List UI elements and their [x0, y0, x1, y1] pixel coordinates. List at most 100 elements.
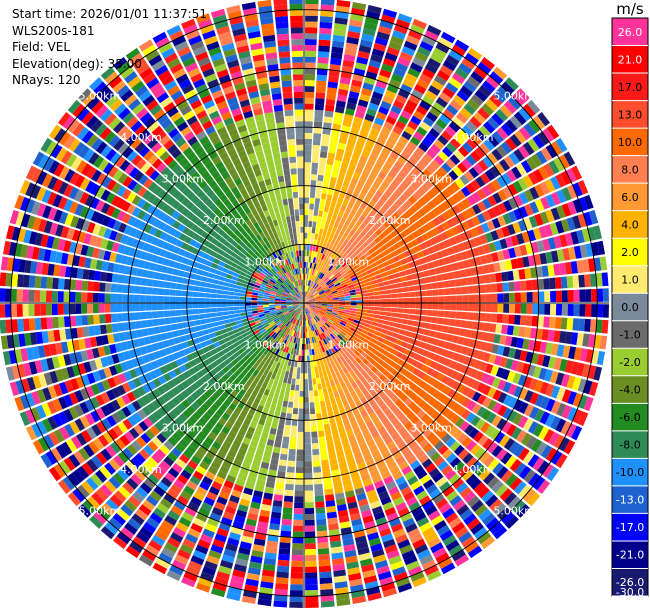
- velocity-gate: [315, 299, 322, 302]
- velocity-gate: [540, 444, 553, 459]
- velocity-gate: [315, 305, 322, 308]
- velocity-gate: [304, 144, 312, 151]
- velocity-gate: [361, 428, 371, 437]
- velocity-gate: [526, 291, 533, 303]
- velocity-gate: [309, 303, 316, 305]
- velocity-gate: [578, 196, 589, 212]
- velocity-gate: [300, 379, 304, 386]
- velocity-gate: [311, 311, 316, 317]
- velocity-gate: [382, 228, 391, 237]
- velocity-gate: [122, 294, 129, 303]
- velocity-gate: [513, 385, 523, 398]
- velocity-gate: [455, 287, 463, 295]
- velocity-gate: [210, 288, 218, 294]
- velocity-gate: [449, 343, 457, 352]
- velocity-gate: [305, 572, 318, 579]
- velocity-gate: [596, 288, 604, 302]
- velocity-gate: [448, 318, 456, 327]
- velocity-gate: [46, 277, 54, 289]
- velocity-gate: [467, 47, 483, 61]
- velocity-gate: [216, 307, 223, 312]
- velocity-gate: [522, 418, 534, 432]
- velocity-gate: [359, 361, 366, 369]
- velocity-gate: [390, 317, 397, 323]
- velocity-gate: [533, 169, 544, 183]
- velocity-gate: [415, 297, 422, 303]
- velocity-gate: [0, 288, 6, 302]
- velocity-gate: [401, 465, 412, 476]
- velocity-gate: [289, 366, 294, 373]
- velocity-gate: [468, 294, 475, 303]
- velocity-gate: [344, 248, 351, 255]
- velocity-gate: [414, 51, 429, 63]
- velocity-gate: [380, 299, 387, 303]
- velocity-gate: [332, 165, 340, 173]
- velocity-gate: [313, 309, 319, 315]
- velocity-gate: [307, 367, 312, 374]
- velocity-gate: [287, 407, 293, 414]
- velocity-gate: [342, 328, 349, 334]
- velocity-gate: [304, 50, 317, 57]
- velocity-gate: [368, 299, 375, 303]
- velocity-gate: [413, 464, 425, 475]
- velocity-gate: [381, 394, 390, 403]
- velocity-gate: [426, 230, 435, 239]
- velocity-gate: [367, 369, 375, 377]
- velocity-gate: [291, 560, 303, 567]
- velocity-gate: [317, 424, 324, 432]
- velocity-gate: [489, 428, 501, 441]
- velocity-gate: [474, 359, 483, 370]
- velocity-gate: [308, 268, 312, 275]
- velocity-gate: [471, 215, 481, 226]
- velocity-gate: [541, 128, 555, 143]
- velocity-gate: [408, 286, 415, 292]
- velocity-gate: [320, 282, 326, 288]
- velocity-gate: [326, 230, 332, 238]
- velocity-gate: [395, 318, 403, 324]
- velocity-gate: [564, 261, 573, 275]
- velocity-gate: [310, 268, 313, 275]
- velocity-gate: [305, 279, 308, 286]
- velocity-gate: [478, 84, 492, 98]
- velocity-gate: [304, 303, 307, 309]
- velocity-gate: [318, 327, 324, 334]
- velocity-gate: [381, 470, 392, 480]
- velocity-gate: [304, 402, 310, 409]
- velocity-gate: [461, 57, 476, 70]
- velocity-gate: [304, 162, 311, 169]
- velocity-gate: [482, 352, 491, 363]
- velocity-gate: [321, 139, 330, 147]
- velocity-gate: [405, 99, 418, 110]
- velocity-gate: [366, 385, 374, 393]
- velocity-gate: [402, 336, 410, 343]
- velocity-gate: [326, 263, 332, 270]
- velocity-gate: [338, 306, 345, 310]
- velocity-gate: [448, 425, 459, 436]
- velocity-gate: [319, 394, 325, 402]
- velocity-gate: [570, 332, 579, 346]
- velocity-gate: [445, 229, 454, 239]
- velocity-gate: [487, 117, 500, 130]
- velocity-gate: [526, 303, 533, 315]
- velocity-gate: [564, 232, 574, 246]
- velocity-gate: [432, 123, 444, 134]
- velocity-gate: [443, 341, 452, 350]
- velocity-gate: [508, 281, 515, 292]
- velocity-gate: [339, 167, 347, 175]
- velocity-gate: [360, 124, 371, 133]
- velocity-gate: [312, 282, 316, 288]
- velocity-gate: [476, 213, 486, 224]
- velocity-gate: [240, 312, 247, 317]
- velocity-gate: [416, 347, 425, 356]
- velocity-gate: [315, 315, 321, 321]
- velocity-gate: [468, 339, 476, 348]
- velocity-gate: [392, 30, 406, 40]
- velocity-gate: [377, 185, 387, 194]
- velocity-gate: [337, 265, 344, 272]
- velocity-gate: [363, 233, 371, 241]
- velocity-gate: [324, 312, 331, 317]
- velocity-gate: [307, 361, 311, 368]
- velocity-gate: [335, 215, 342, 223]
- velocity-gate: [380, 166, 390, 175]
- velocity-gate: [444, 288, 451, 296]
